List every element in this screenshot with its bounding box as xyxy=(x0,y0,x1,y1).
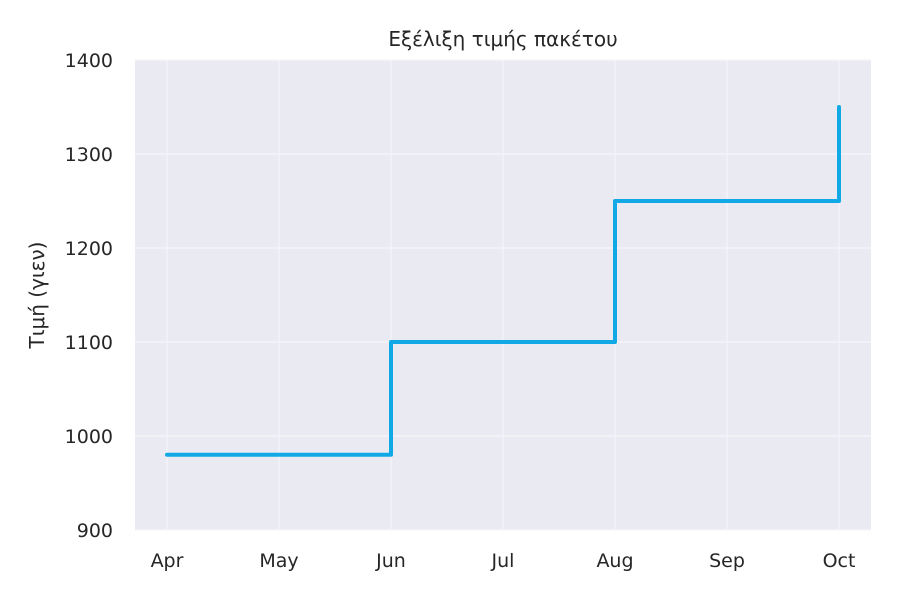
y-axis-ticks: 900 1000 1100 1200 1300 1400 xyxy=(65,50,113,542)
y-tick-label: 1100 xyxy=(65,332,113,354)
y-tick-label: 1000 xyxy=(65,426,113,448)
price-step-line xyxy=(165,105,841,457)
y-tick-label: 1400 xyxy=(65,50,113,72)
y-tick-label: 1200 xyxy=(65,238,113,260)
x-tick-label: Aug xyxy=(596,550,633,572)
x-axis-ticks: Apr May Jun Jul Aug Sep Oct xyxy=(151,550,856,572)
x-tick-label: Sep xyxy=(709,550,745,572)
y-axis-label: Τιμή (γιεν) xyxy=(25,242,49,350)
x-tick-label: Jul xyxy=(491,550,515,572)
x-tick-label: Oct xyxy=(823,550,856,572)
x-tick-label: Jun xyxy=(375,550,406,572)
x-tick-label: May xyxy=(259,550,298,572)
y-tick-label: 900 xyxy=(77,520,113,542)
y-tick-label: 1300 xyxy=(65,144,113,166)
chart-title: Εξέλιξη τιμής πακέτου xyxy=(388,27,617,51)
x-tick-label: Apr xyxy=(151,550,184,572)
